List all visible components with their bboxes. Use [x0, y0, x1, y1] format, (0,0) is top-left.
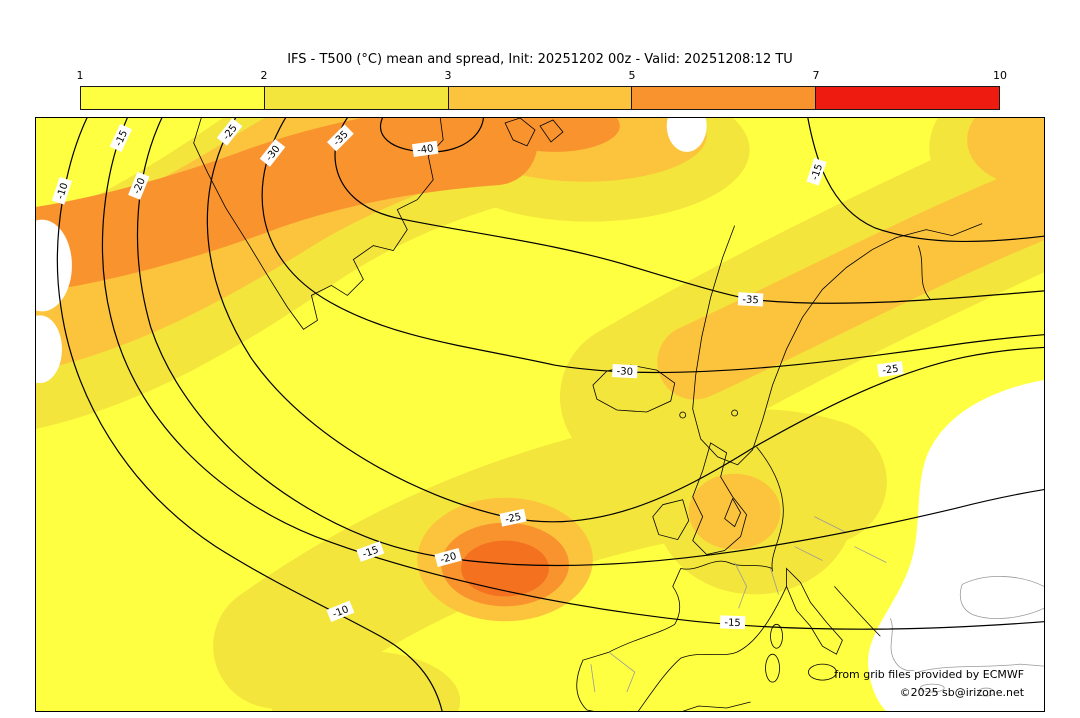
west-europe-coastline — [576, 560, 773, 711]
adriatic-coastline — [834, 586, 881, 637]
svg-text:-25: -25 — [504, 512, 522, 526]
colorbar-tick: 10 — [993, 69, 1007, 82]
contour-label: -15 — [806, 157, 827, 186]
contour-label-bg — [434, 548, 462, 567]
svg-text:-25: -25 — [882, 364, 900, 377]
mediterranean-coastline — [637, 586, 787, 711]
contour-label: -40 — [411, 140, 439, 158]
contour-label: -15 — [356, 541, 385, 562]
contour-label-bg — [499, 508, 527, 527]
spread-blob-top-deep — [490, 118, 620, 152]
colorbar-segment — [448, 87, 633, 109]
svalbard-coastline — [504, 118, 564, 147]
contour-label-bg — [109, 123, 132, 152]
mean-contours-layer — [56, 118, 1044, 711]
chart-title: IFS - T500 (°C) mean and spread, Init: 2… — [287, 52, 793, 67]
contour-label-bg — [326, 124, 354, 152]
colorbar — [80, 86, 1000, 110]
contour-minus-30 — [261, 118, 1044, 374]
corsica-coastline — [770, 623, 783, 649]
italy-coastline — [786, 567, 843, 655]
colorbar-tick-labels: 1 2 3 5 7 10 — [76, 69, 1008, 82]
cyprus-coastline — [977, 687, 995, 697]
contour-label-bg — [326, 600, 355, 623]
contour-label-bg — [356, 541, 385, 562]
denmark-coastline — [724, 497, 742, 528]
svg-text:-15: -15 — [724, 618, 741, 630]
svg-text:-30: -30 — [616, 366, 633, 378]
colorbar-segment — [81, 87, 265, 109]
spread-core-biscay — [461, 540, 549, 597]
spread-blob-bottomleft-gold — [270, 651, 461, 711]
contour-label-bg — [612, 364, 638, 379]
black-sea-coastline — [959, 576, 1044, 619]
spread-band-scandinavia-orange — [657, 161, 1044, 400]
contour-label: -10 — [51, 176, 72, 205]
colorbar-segment — [632, 87, 817, 109]
contour-label: -25 — [877, 361, 904, 378]
svg-text:-15: -15 — [361, 545, 380, 561]
attribution-copyright: ©2025 sb@irizone.net — [900, 686, 1025, 699]
contour-label-bg — [216, 118, 243, 146]
sicily-coastline — [808, 663, 837, 681]
colorbar-tick: 2 — [260, 69, 268, 82]
contour-label-bg — [411, 140, 439, 158]
colorbar-tick: 7 — [812, 69, 820, 82]
turkey-coastline — [918, 663, 1044, 673]
contour-minus-20 — [136, 118, 1044, 567]
colorbar-segment — [816, 87, 999, 109]
contour-label-bg — [128, 171, 150, 200]
contour-label-bg — [259, 139, 286, 167]
baltic-coastline — [756, 446, 784, 572]
contour-minus-35 — [334, 118, 1044, 304]
colorbar-tick: 3 — [444, 69, 452, 82]
colorbar-segment — [264, 87, 449, 109]
contour-label: -20 — [434, 548, 462, 567]
ireland-coastline — [652, 499, 690, 541]
borders-layer — [590, 516, 1044, 697]
contour-minus-15-west — [101, 118, 1044, 630]
aegean-coastline — [889, 618, 915, 672]
white-region-west-2 — [36, 315, 62, 384]
greenland-coastline — [193, 118, 444, 330]
contour-label: -35 — [737, 292, 764, 307]
white-sea-coastline — [917, 245, 931, 300]
contour-label-bg — [877, 361, 904, 378]
svg-text:-15: -15 — [810, 163, 826, 182]
svg-text:-20: -20 — [439, 551, 458, 566]
country-borders — [590, 516, 887, 693]
contour-label-bg — [737, 292, 764, 307]
weather-map: -10 -15 -20 -25 -30 -35 -40 -15 -35 -30 … — [36, 118, 1044, 711]
coastlines-layer — [193, 118, 983, 711]
spread-blob-topright-orange — [967, 118, 1044, 186]
faroe-islands — [679, 411, 687, 419]
contour-label-bg — [719, 615, 746, 630]
shetland-islands — [731, 409, 739, 417]
sardinia-coastline — [765, 653, 780, 683]
great-britain-coastline — [692, 442, 748, 555]
svg-text:-40: -40 — [417, 143, 435, 156]
contour-label-bg — [51, 176, 72, 205]
contour-minus-15-northeast — [807, 118, 1044, 243]
colorbar-tick: 5 — [628, 69, 636, 82]
contour-label: -25 — [499, 508, 527, 527]
contour-label: -15 — [719, 615, 746, 630]
white-region-top — [666, 118, 707, 152]
attribution-source: from grib files provided by ECMWF — [834, 668, 1024, 681]
north-africa-coastline — [682, 701, 751, 711]
white-region-west-1 — [36, 219, 72, 312]
svg-text:-10: -10 — [55, 182, 71, 201]
svg-text:-35: -35 — [742, 294, 759, 306]
map-frame: -10 -15 -20 -25 -30 -35 -40 -15 -35 -30 … — [35, 117, 1045, 712]
contour-label: -30 — [612, 364, 638, 379]
spread-blob-europe-orange — [688, 473, 781, 550]
contour-minus-10 — [56, 118, 443, 711]
contour-minus-25 — [206, 118, 1044, 523]
colorbar-tick: 1 — [76, 69, 84, 82]
crete-coastline — [919, 683, 945, 693]
contour-label-bg — [806, 157, 827, 186]
norway-coastline — [692, 223, 983, 466]
